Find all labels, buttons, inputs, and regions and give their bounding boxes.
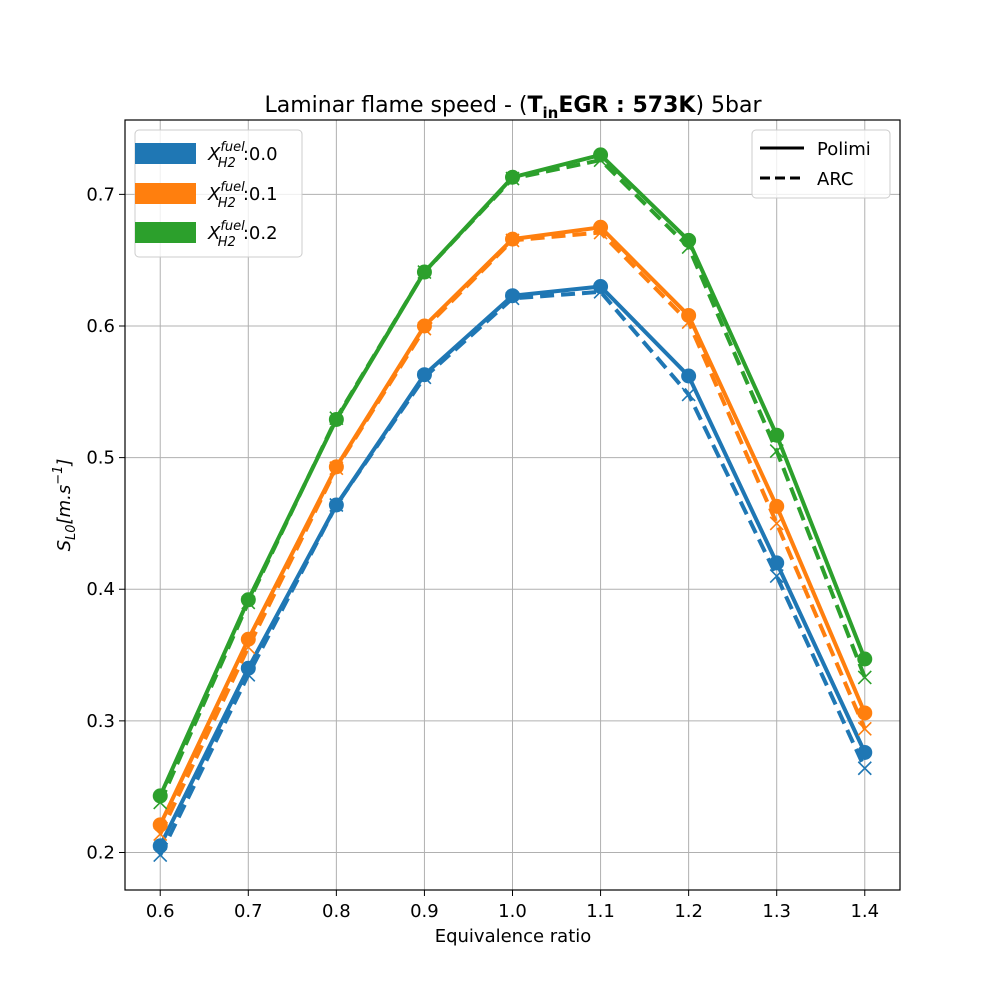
polimi-point — [857, 651, 873, 667]
y-tick-label: 0.4 — [86, 579, 115, 600]
legend-label-polimi: Polimi — [817, 139, 871, 160]
legend-label: Xfuel H2:0.2 — [207, 219, 278, 250]
legend-swatch — [135, 183, 196, 204]
polimi-point — [857, 744, 873, 760]
polimi-point — [769, 427, 785, 443]
polimi-point — [152, 788, 168, 804]
y-tick-label: 0.7 — [86, 184, 115, 205]
polimi-point — [505, 231, 520, 247]
grid — [125, 120, 900, 890]
series-layer — [152, 147, 873, 863]
series-legend-entry: Xfuel H2:0.0 — [135, 140, 278, 171]
polimi-point — [240, 631, 256, 647]
legend-swatch — [135, 222, 196, 243]
polimi-point — [505, 288, 520, 304]
polimi-point — [593, 147, 609, 163]
polimi-point — [593, 219, 609, 235]
polimi-point — [416, 367, 432, 383]
polimi-point — [769, 555, 785, 571]
polimi-point — [681, 307, 697, 323]
x-tick-label: 1.0 — [498, 901, 527, 922]
legend-label: Xfuel H2:0.1 — [207, 180, 278, 211]
series-group — [152, 147, 873, 810]
x-tick-label: 0.9 — [410, 901, 439, 922]
chart-title: Laminar flame speed - (TinEGR : 573K) 5b… — [264, 93, 762, 122]
polimi-point — [681, 232, 697, 248]
y-tick-label: 0.2 — [86, 842, 115, 863]
legend-label: Xfuel H2:0.0 — [207, 140, 278, 171]
x-tick-label: 0.7 — [234, 901, 263, 922]
arc-line — [158, 289, 867, 856]
x-tick-label: 0.6 — [146, 901, 175, 922]
legend-swatch — [135, 143, 196, 164]
polimi-point — [416, 264, 432, 280]
polimi-point — [328, 459, 344, 475]
series-group — [152, 279, 873, 863]
arc-point — [857, 761, 872, 776]
x-tick-label: 0.8 — [322, 901, 351, 922]
legend-label-arc: ARC — [817, 169, 854, 190]
y-tick-label: 0.6 — [86, 316, 115, 337]
x-tick-label: 1.3 — [762, 901, 791, 922]
x-tick-label: 1.2 — [674, 901, 703, 922]
y-tick-label: 0.5 — [86, 448, 115, 469]
polimi-point — [328, 497, 344, 513]
x-tick-label: 1.4 — [850, 901, 879, 922]
x-tick-label: 1.1 — [586, 901, 615, 922]
series-legend-entry: Xfuel H2:0.2 — [135, 219, 278, 250]
polimi-point — [769, 498, 785, 514]
x-axis-label: Equivalence ratio — [435, 926, 592, 947]
polimi-point — [857, 705, 873, 721]
polimi-point — [240, 660, 256, 676]
polimi-point — [152, 817, 168, 833]
y-axis-label: SL0[m.s−1] — [51, 459, 79, 552]
style-legend: Polimi ARC — [751, 129, 891, 199]
polimi-point — [593, 279, 609, 295]
arc-point — [857, 721, 872, 736]
axis-ticks: 0.6 0.7 0.8 0.9 1.0 1.1 1.2 1.3 1.4 0.2 0.3 0.4 0.5 0… — [86, 184, 879, 922]
y-tick-label: 0.3 — [86, 711, 115, 732]
polimi-point — [328, 411, 344, 427]
polimi-point — [240, 592, 256, 608]
arc-point — [681, 387, 696, 402]
polimi-point — [416, 318, 432, 334]
series-legend-entry: Xfuel H2:0.1 — [135, 180, 278, 211]
series-legend: Xfuel H2:0.0 Xfuel H2:0.1 Xfuel H2:0.2 — [134, 129, 303, 258]
series-group — [152, 219, 873, 842]
polimi-point — [681, 368, 697, 384]
polimi-point — [152, 838, 168, 854]
polimi-point — [505, 169, 520, 185]
arc-point — [857, 670, 872, 685]
